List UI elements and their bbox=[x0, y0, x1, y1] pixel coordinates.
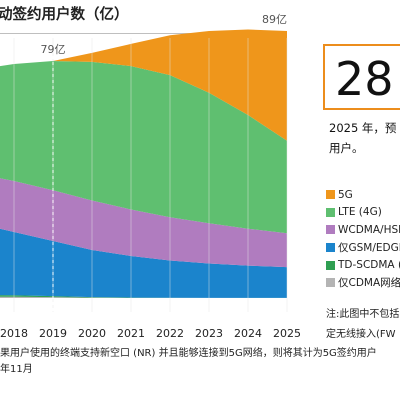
x-tick-label-2024: 2024 bbox=[234, 327, 262, 340]
legend-label-lte: LTE (4G) bbox=[338, 206, 382, 219]
legend-swatch-wcdma bbox=[326, 225, 335, 235]
chart-note: 注:此图中不包括 定无线接入(FW bbox=[326, 305, 400, 345]
legend-item-td-scdma: TD-SCDMA (3 bbox=[326, 256, 400, 274]
highlight-number: 28 bbox=[335, 52, 394, 106]
highlight-text-line-2: 用户。 bbox=[329, 141, 364, 155]
x-tick-label-2021: 2021 bbox=[117, 327, 145, 340]
legend-label-cdma: 仅CDMA网络( bbox=[338, 277, 400, 290]
highlight-callout-box: 28 bbox=[323, 44, 400, 110]
highlight-text: 2025 年，预 用户。 bbox=[329, 118, 400, 158]
chart-title: 动签约用户数（亿） bbox=[0, 7, 129, 23]
legend-swatch-td-scdma bbox=[326, 260, 335, 270]
chart-note-line-2: 定无线接入(FW bbox=[326, 329, 396, 340]
chart-legend: 5G LTE (4G) WCDMA/HSP 仅GSM/EDGE TD-SCDMA… bbox=[326, 186, 400, 292]
chart-note-line-1: 注:此图中不包括 bbox=[326, 309, 400, 320]
legend-item-wcdma: WCDMA/HSP bbox=[326, 221, 400, 239]
footnote: 果用户使用的终端支持新空口 (NR) 并且能够连接到5G网络，则将其计为5G签约… bbox=[0, 346, 400, 378]
area-series-lte bbox=[0, 61, 287, 234]
annotation-label-2019: 79亿 bbox=[41, 43, 66, 56]
legend-label-td-scdma: TD-SCDMA (3 bbox=[338, 259, 400, 272]
legend-item-5g: 5G bbox=[326, 186, 400, 204]
area-series-wcdma bbox=[0, 178, 287, 268]
x-tick-label-2018: 2018 bbox=[0, 327, 28, 340]
area-series-tdscdma bbox=[0, 295, 287, 298]
legend-label-gsm: 仅GSM/EDGE bbox=[338, 242, 400, 255]
legend-label-wcdma: WCDMA/HSP bbox=[338, 223, 400, 236]
footnote-line-1: 果用户使用的终端支持新空口 (NR) 并且能够连接到5G网络，则将其计为5G签约… bbox=[0, 348, 377, 359]
area-series-gsm bbox=[0, 228, 287, 298]
legend-item-cdma: 仅CDMA网络( bbox=[326, 274, 400, 292]
x-tick-label-2025: 2025 bbox=[273, 327, 301, 340]
area-series-cdma bbox=[0, 296, 287, 298]
legend-swatch-gsm bbox=[326, 243, 335, 253]
legend-swatch-5g bbox=[326, 190, 335, 200]
title-divider bbox=[0, 33, 305, 34]
legend-item-gsm: 仅GSM/EDGE bbox=[326, 239, 400, 257]
x-tick-label-2020: 2020 bbox=[78, 327, 106, 340]
area-series-5g bbox=[0, 29, 287, 141]
legend-swatch-lte bbox=[326, 207, 335, 217]
highlight-text-line-1: 2025 年，预 bbox=[329, 121, 397, 135]
x-tick-label-2023: 2023 bbox=[195, 327, 223, 340]
legend-label-5g: 5G bbox=[338, 188, 353, 201]
legend-swatch-cdma bbox=[326, 278, 335, 288]
x-tick-label-2022: 2022 bbox=[156, 327, 184, 340]
x-tick-label-2019: 2019 bbox=[39, 327, 67, 340]
legend-item-lte: LTE (4G) bbox=[326, 204, 400, 222]
annotation-label-2025: 89亿 bbox=[262, 13, 287, 26]
footnote-line-2: 年11月 bbox=[0, 364, 33, 375]
